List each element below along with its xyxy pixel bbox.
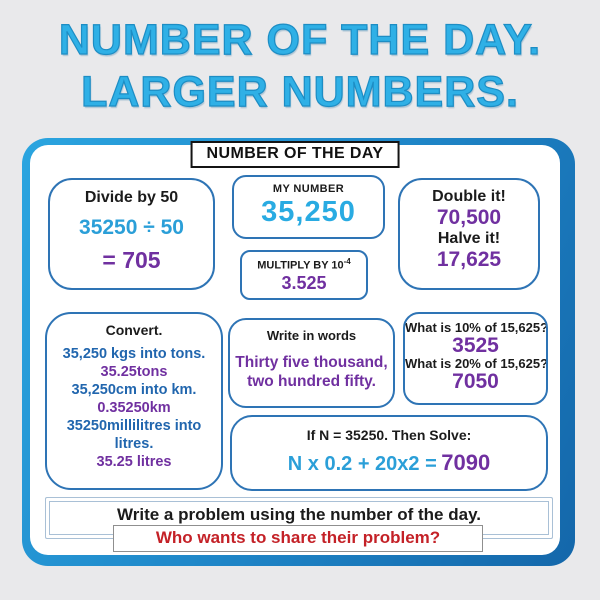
halve-value: 17,625: [436, 248, 502, 272]
convert-answer-1: 35.25tons: [100, 363, 168, 380]
percent-question-1: What is 10% of 15,625?: [405, 320, 548, 335]
solve-result: 7090: [441, 450, 491, 475]
convert-answer-3: 35.25 litres: [96, 453, 172, 470]
multiply-exponent: -4: [343, 257, 351, 266]
percent-answer-2: 7050: [452, 370, 499, 393]
solve-box: If N = 35250. Then Solve: N x 0.2 + 20x2…: [230, 415, 548, 491]
convert-box: Convert. 35,250 kgs into tons. 35.25tons…: [45, 312, 223, 490]
multiply-value: 3.525: [281, 272, 327, 293]
page-title: NUMBER OF THE DAY. LARGER NUMBERS.: [0, 14, 600, 119]
multiply-box: MULTIPLY BY 10-4 3.525: [240, 250, 368, 300]
convert-question-1: 35,250 kgs into tons.: [62, 346, 206, 362]
divide-label: Divide by 50: [84, 189, 179, 206]
halve-label: Halve it!: [437, 230, 501, 248]
percent-question-2: What is 20% of 15,625?: [405, 356, 548, 371]
convert-label: Convert.: [105, 322, 163, 338]
solve-expression: N x 0.2 + 20x2 =: [287, 453, 437, 475]
words-value: Thirty five thousand, two hundred fifty.: [235, 354, 388, 391]
divide-result: = 705: [102, 247, 161, 273]
share-problem-banner: Who wants to share their problem?: [113, 525, 483, 552]
double-label: Double it!: [432, 188, 506, 205]
solve-equation: N x 0.2 + 20x2 = 7090: [232, 450, 546, 476]
write-in-words-box: Write in words Thirty five thousand, two…: [228, 318, 395, 408]
board-header: NUMBER OF THE DAY: [190, 141, 400, 168]
convert-answer-2: 0.35250km: [97, 399, 171, 416]
double-halve-box: Double it! 70,500 Halve it! 17,625: [398, 178, 540, 290]
my-number-value: 35,250: [261, 196, 356, 228]
my-number-box: MY NUMBER 35,250: [232, 175, 385, 239]
solve-label: If N = 35250. Then Solve:: [306, 427, 472, 443]
percent-answer-1: 3525: [452, 334, 499, 357]
words-label: Write in words: [266, 328, 357, 343]
convert-question-3: 35250millilitres into litres.: [66, 417, 202, 452]
board: NUMBER OF THE DAY Divide by 50 35250 ÷ 5…: [30, 141, 560, 555]
my-number-label: MY NUMBER: [272, 183, 345, 195]
convert-question-2: 35,250cm into km.: [71, 381, 197, 398]
divide-box: Divide by 50 35250 ÷ 50 = 705: [48, 178, 215, 290]
double-value: 70,500: [436, 206, 502, 229]
board-frame: NUMBER OF THE DAY Divide by 50 35250 ÷ 5…: [22, 138, 575, 566]
page-title-line1: NUMBER OF THE DAY.: [58, 15, 542, 64]
divide-expression: 35250 ÷ 50: [79, 216, 184, 239]
multiply-label: MULTIPLY BY 10-4: [257, 257, 351, 272]
percent-box: What is 10% of 15,625? 3525 What is 20% …: [403, 312, 548, 405]
page-title-line2: LARGER NUMBERS.: [80, 68, 519, 117]
